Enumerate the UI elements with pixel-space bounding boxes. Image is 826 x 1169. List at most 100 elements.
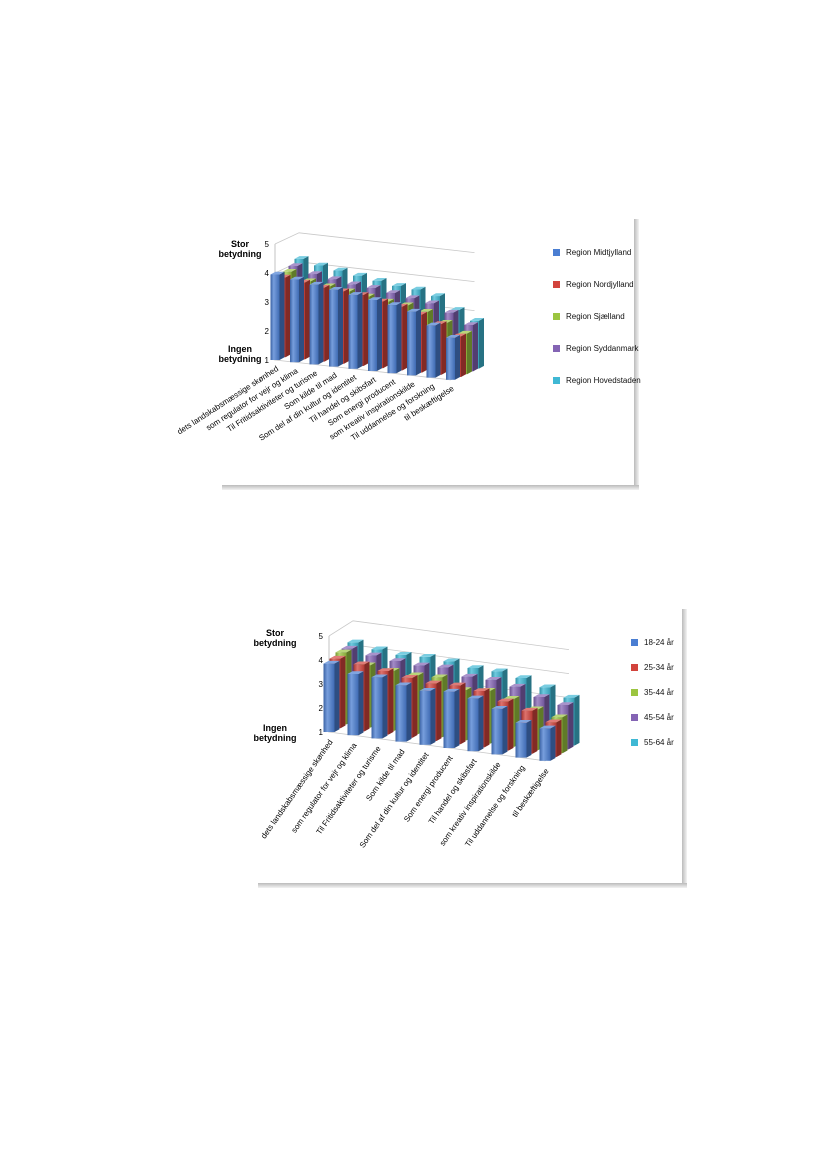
bar-top [413, 662, 430, 666]
bar-front [426, 325, 436, 378]
bar [446, 335, 460, 380]
bar-top [515, 720, 532, 723]
bar-front [515, 722, 527, 758]
bar-top [333, 267, 348, 271]
bar-side [455, 335, 460, 380]
bar-top [443, 658, 460, 662]
legend-swatch [553, 281, 560, 289]
bar-side [324, 284, 330, 362]
bar [329, 287, 343, 367]
bar-front [368, 299, 377, 371]
bar-front [395, 685, 407, 742]
legend-swatch [553, 377, 560, 385]
legend-item: 35-44 år [631, 688, 674, 700]
bar-top [309, 281, 324, 285]
bar-side [402, 303, 408, 371]
bar-side [364, 661, 370, 732]
bar-top [411, 286, 426, 290]
bar-side [568, 702, 574, 750]
bar-side [460, 682, 466, 745]
bar-top [449, 682, 466, 686]
y-tick-label: 3 [319, 680, 324, 689]
bar-top [387, 302, 402, 306]
bar-top [431, 293, 445, 297]
y-tick-label: 3 [265, 298, 270, 307]
bar-top [446, 335, 460, 338]
bar-front [323, 663, 335, 732]
bar [491, 706, 508, 755]
bar-front [491, 708, 503, 755]
y-tick-label: 5 [265, 240, 270, 249]
bar-top [365, 652, 382, 656]
bar-top [426, 322, 441, 326]
bar-side [508, 698, 514, 751]
bar-top [425, 300, 439, 304]
bar-top [395, 652, 412, 655]
bar-top [341, 645, 358, 649]
category-label: Til handel og skibsfart [427, 757, 479, 826]
legend-swatch [553, 249, 560, 257]
legend-swatch [631, 714, 638, 722]
bar-side [550, 725, 556, 761]
bar-top [353, 272, 367, 276]
legend-item: Region Midtjylland [553, 248, 631, 260]
bar-front [347, 674, 359, 736]
bar-side [478, 695, 484, 752]
bar-top [323, 660, 340, 664]
legend-item: 25-34 år [631, 663, 674, 675]
y-label-bottom: Ingen betydning [253, 723, 297, 743]
bar-top [419, 309, 433, 312]
bar-front [309, 284, 319, 365]
bar [426, 322, 441, 378]
bar-top [386, 290, 400, 293]
bar-top [443, 688, 460, 692]
gridline [328, 620, 570, 650]
bar-top [347, 671, 364, 674]
bar-top [539, 684, 556, 688]
bar-front [467, 698, 479, 752]
bar-top [419, 654, 436, 657]
legend-swatch [553, 345, 560, 353]
bar-top [521, 707, 538, 711]
bar-top [497, 698, 514, 702]
chart-legend: Region Midtjylland Region Nordjylland Regi… [553, 248, 641, 388]
bar [395, 682, 412, 742]
legend-label: 25-34 år [644, 663, 674, 672]
bar-side [357, 292, 363, 369]
bar-top [347, 639, 364, 643]
bar [443, 688, 460, 748]
bar-top [539, 725, 556, 729]
bar-side [574, 694, 580, 746]
bar-top [551, 714, 568, 718]
bar-front [329, 289, 338, 367]
bar [368, 297, 382, 371]
bar-top [470, 318, 484, 321]
bar-top [329, 287, 343, 290]
y-tick-label: 1 [265, 356, 270, 365]
bar-front [270, 274, 280, 360]
bar-front [290, 279, 299, 363]
bar-side [305, 279, 310, 360]
legend-swatch [553, 313, 560, 321]
bar-side [334, 660, 340, 732]
y-tick-label: 4 [319, 656, 324, 665]
y-tick-label: 2 [319, 704, 324, 713]
bar-front [348, 294, 358, 369]
y-label-top: Stor betydning [253, 628, 297, 648]
legend-item: 18-24 år [631, 638, 674, 650]
y-tick-label: 2 [265, 327, 270, 336]
bar-side [461, 333, 466, 377]
bar-side [377, 297, 382, 371]
bar [515, 720, 532, 758]
bar-top [557, 702, 574, 705]
bar [290, 276, 304, 363]
y-tick-label: 5 [319, 632, 324, 641]
bar-top [371, 674, 388, 678]
bar [387, 302, 402, 374]
bar-side [412, 675, 418, 738]
bar-side [473, 322, 478, 372]
bar-side [416, 308, 421, 376]
bar-top [450, 307, 465, 310]
bar-side [338, 287, 343, 367]
